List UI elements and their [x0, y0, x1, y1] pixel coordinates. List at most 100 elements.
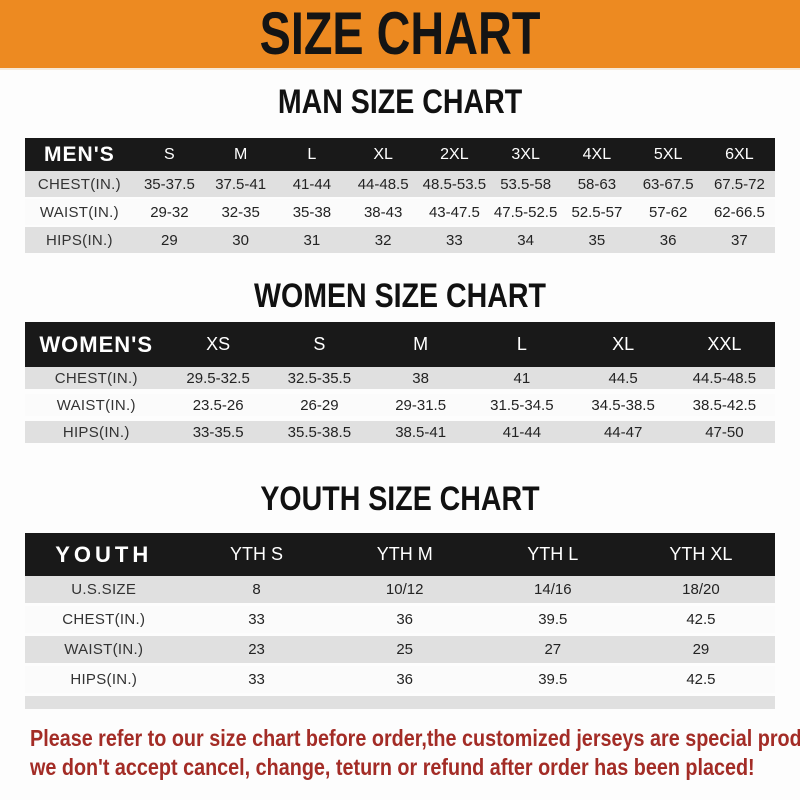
- table-corner-label: WOMEN'S: [25, 322, 168, 367]
- size-cell: 31: [276, 227, 348, 255]
- size-cell: 29: [626, 636, 775, 666]
- size-cell: 33: [182, 666, 331, 696]
- size-cell: 26-29: [268, 394, 370, 421]
- size-cell: 23.5-26: [167, 394, 269, 421]
- size-cell: 14/16: [478, 576, 627, 606]
- size-column-header: 3XL: [490, 138, 562, 171]
- size-cell: 36: [330, 606, 479, 636]
- size-cell: 38-43: [347, 199, 419, 227]
- table-corner-label: YOUTH: [25, 533, 183, 576]
- size-cell: 44.5: [572, 367, 674, 394]
- size-cell: 35.5-38.5: [268, 421, 370, 448]
- size-cell: 36: [330, 666, 479, 696]
- size-column-header: YTH M: [330, 533, 479, 576]
- size-cell: 32: [347, 227, 419, 255]
- size-cell: 63-67.5: [632, 171, 704, 199]
- size-column-header: 2XL: [418, 138, 490, 171]
- size-cell: 62-66.5: [703, 199, 775, 227]
- size-column-header: 6XL: [703, 138, 775, 171]
- size-cell: 44-47: [572, 421, 674, 448]
- women-size-chart-title: WOMEN SIZE CHART: [254, 277, 546, 315]
- size-table-container: MEN'S S M L XL 2XL 3XL 4XL 5XL 6XL CHEST(IN.) 35-37…: [0, 138, 800, 255]
- size-cell: 35: [561, 227, 633, 255]
- table-row: HIPS(IN.) 29 30 31 32 33 34 35 36 37: [25, 227, 775, 255]
- table-row: WAIST(IN.) 23.5-26 26-29 29-31.5 31.5-34.5 34…: [25, 394, 775, 421]
- banner-title: SIZE CHART: [259, 0, 541, 67]
- table-header-row: YOUTH YTH S YTH M YTH L YTH XL: [25, 533, 775, 576]
- size-cell: 34.5-38.5: [572, 394, 674, 421]
- size-cell: 44-48.5: [347, 171, 419, 199]
- section-women: WOMEN SIZE CHART WOMEN'S XS S M L XL XXL CHEST(…: [0, 279, 800, 448]
- size-cell: 18/20: [626, 576, 775, 606]
- size-cell: 8: [182, 576, 331, 606]
- size-cell: 34: [490, 227, 562, 255]
- size-cell: 57-62: [632, 199, 704, 227]
- size-cell: 38: [370, 367, 472, 394]
- size-column-header: XL: [347, 138, 419, 171]
- size-cell: 53.5-58: [490, 171, 562, 199]
- size-cell: 47.5-52.5: [490, 199, 562, 227]
- size-cell: 29-31.5: [370, 394, 472, 421]
- size-chart-banner: SIZE CHART: [0, 0, 800, 70]
- size-cell: 33-35.5: [167, 421, 269, 448]
- size-cell: 35-37.5: [133, 171, 205, 199]
- size-table-men: MEN'S S M L XL 2XL 3XL 4XL 5XL 6XL CHEST(IN.) 35-37…: [25, 138, 775, 255]
- size-column-header: YTH S: [182, 533, 331, 576]
- row-label: CHEST(IN.): [25, 606, 183, 636]
- size-cell: 35-38: [276, 199, 348, 227]
- size-table-women: WOMEN'S XS S M L XL XXL CHEST(IN.) 29.5-32.5 32.5…: [25, 322, 775, 448]
- row-label: HIPS(IN.): [25, 227, 134, 255]
- footer-note-line1: Please refer to our size chart before or…: [30, 725, 800, 751]
- table-row: WAIST(IN.) 23 25 27 29: [25, 636, 775, 666]
- size-column-header: 5XL: [632, 138, 704, 171]
- size-cell: 58-63: [561, 171, 633, 199]
- row-label: HIPS(IN.): [25, 421, 168, 448]
- size-cell: 32-35: [205, 199, 277, 227]
- size-cell: 39.5: [478, 606, 627, 636]
- size-cell: 29.5-32.5: [167, 367, 269, 394]
- size-cell: 33: [418, 227, 490, 255]
- table-row: CHEST(IN.) 35-37.5 37.5-41 41-44 44-48.5 48.5…: [25, 171, 775, 199]
- row-label: CHEST(IN.): [25, 171, 134, 199]
- size-cell: 52.5-57: [561, 199, 633, 227]
- row-label: CHEST(IN.): [25, 367, 168, 394]
- section-youth: YOUTH SIZE CHART YOUTH YTH S YTH M YTH L YTH…: [0, 482, 800, 709]
- size-cell: 38.5-42.5: [673, 394, 775, 421]
- table-row: U.S.SIZE 8 10/12 14/16 18/20: [25, 576, 775, 606]
- row-label: WAIST(IN.): [25, 394, 168, 421]
- table-row: HIPS(IN.) 33 36 39.5 42.5: [25, 666, 775, 696]
- man-size-chart-title: MAN SIZE CHART: [277, 83, 523, 121]
- size-cell: 38.5-41: [370, 421, 472, 448]
- size-cell: 29: [133, 227, 205, 255]
- size-cell: 47-50: [673, 421, 775, 448]
- size-cell: 43-47.5: [418, 199, 490, 227]
- table-corner-label: MEN'S: [25, 138, 134, 171]
- row-label: HIPS(IN.): [25, 666, 183, 696]
- table-row: WAIST(IN.) 29-32 32-35 35-38 38-43 43-47.5 47.…: [25, 199, 775, 227]
- size-cell: 25: [330, 636, 479, 666]
- table-bottom-strip: [25, 696, 775, 709]
- size-cell: 27: [478, 636, 627, 666]
- size-column-header: L: [276, 138, 348, 171]
- size-cell: 48.5-53.5: [418, 171, 490, 199]
- row-label: WAIST(IN.): [25, 199, 134, 227]
- size-cell: 41: [471, 367, 573, 394]
- size-cell: 42.5: [626, 666, 775, 696]
- size-table-container: WOMEN'S XS S M L XL XXL CHEST(IN.) 29.5-32.5 32.5…: [0, 322, 800, 448]
- size-column-header: YTH XL: [626, 533, 775, 576]
- size-cell: 39.5: [478, 666, 627, 696]
- size-cell: 30: [205, 227, 277, 255]
- youth-size-chart-title: YOUTH SIZE CHART: [260, 480, 540, 518]
- table-header-row: MEN'S S M L XL 2XL 3XL 4XL 5XL 6XL: [25, 138, 775, 171]
- size-table-container: YOUTH YTH S YTH M YTH L YTH XL U.S.SIZE 8 10/12…: [0, 533, 800, 696]
- size-cell: 41-44: [276, 171, 348, 199]
- size-cell: 31.5-34.5: [471, 394, 573, 421]
- size-cell: 32.5-35.5: [268, 367, 370, 394]
- table-header-row: WOMEN'S XS S M L XL XXL: [25, 322, 775, 367]
- footer-note: Please refer to our size chart before or…: [0, 724, 800, 782]
- size-column-header: XS: [167, 322, 269, 367]
- size-cell: 67.5-72: [703, 171, 775, 199]
- size-cell: 37: [703, 227, 775, 255]
- size-cell: 37.5-41: [205, 171, 277, 199]
- footer-note-line2: we don't accept cancel, change, teturn o…: [30, 754, 755, 780]
